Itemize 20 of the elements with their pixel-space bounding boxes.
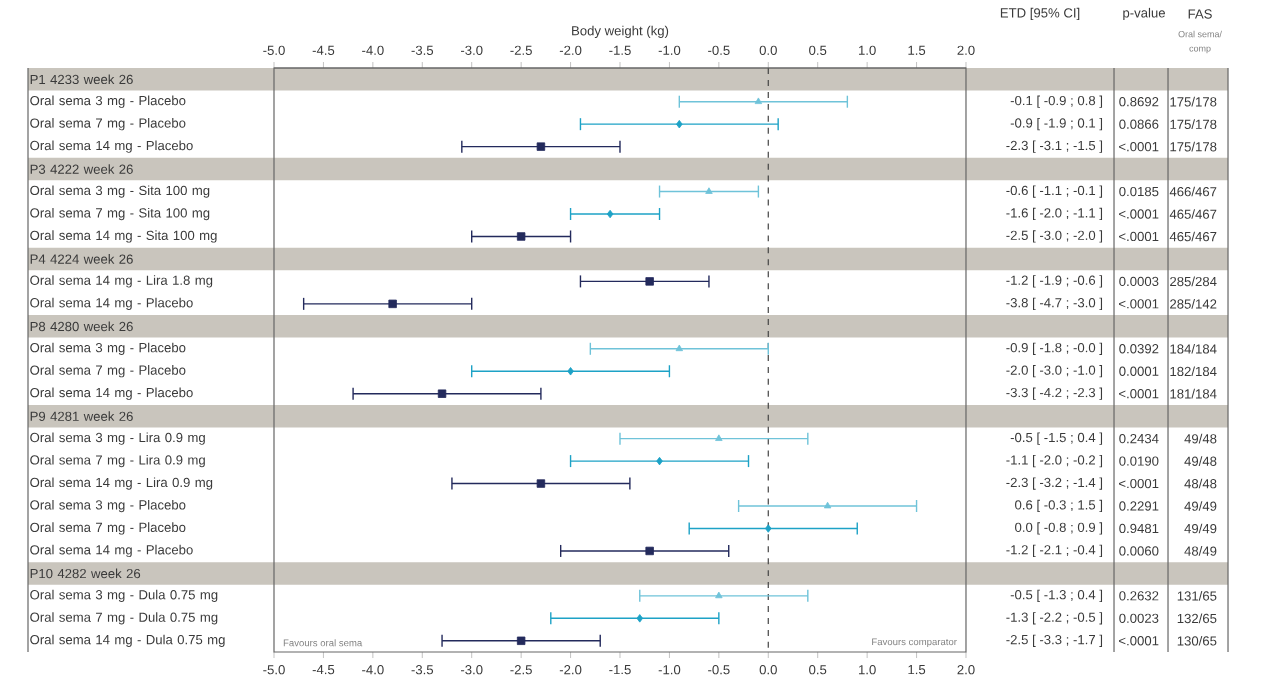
point bbox=[675, 344, 683, 352]
point bbox=[715, 591, 723, 599]
point bbox=[636, 614, 644, 623]
point bbox=[536, 142, 546, 151]
point bbox=[606, 209, 614, 219]
point bbox=[765, 524, 772, 533]
point bbox=[516, 232, 526, 241]
point bbox=[645, 277, 654, 286]
point bbox=[645, 546, 654, 556]
point bbox=[754, 97, 763, 105]
point bbox=[516, 636, 526, 645]
point bbox=[676, 119, 683, 129]
point bbox=[715, 434, 723, 441]
point bbox=[567, 367, 574, 376]
point bbox=[705, 187, 713, 194]
point bbox=[536, 479, 546, 488]
point bbox=[656, 456, 663, 466]
point bbox=[388, 299, 397, 309]
point bbox=[823, 501, 832, 509]
point bbox=[437, 389, 447, 398]
